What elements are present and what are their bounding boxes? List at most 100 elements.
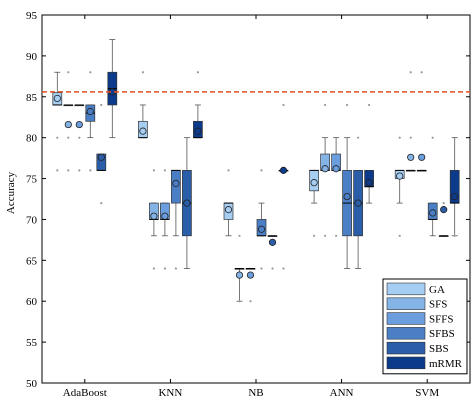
outlier-point — [442, 201, 445, 205]
box-GA-NB — [223, 169, 234, 237]
y-tick-label: 75 — [26, 174, 38, 186]
mean-marker — [257, 225, 266, 233]
mean-marker — [429, 209, 437, 217]
y-tick-label: 60 — [26, 296, 38, 308]
outlier-point — [78, 169, 81, 172]
x-tick-label: KNN — [158, 387, 182, 396]
box-SFBS-SVM — [427, 136, 438, 237]
mean-marker — [354, 199, 362, 207]
legend-swatch-SFBS — [386, 327, 426, 340]
legend-label-GA: GA — [429, 284, 445, 296]
y-tick-label: 80 — [26, 133, 38, 145]
mean-marker — [418, 153, 426, 161]
legend-label-mRMR: mRMR — [429, 358, 463, 370]
mean-marker — [246, 271, 255, 279]
box-SFFS-AdaBoost — [74, 104, 85, 172]
outlier-point — [238, 234, 241, 237]
outlier-point — [67, 71, 70, 74]
outlier-point — [453, 234, 456, 237]
outlier-point — [346, 103, 349, 107]
outlier-point — [324, 103, 327, 107]
outlier-point — [260, 267, 263, 270]
outlier-point — [420, 71, 423, 74]
box-SFS-ANN — [320, 103, 330, 237]
box-GA-KNN — [138, 71, 148, 139]
outlier-point — [100, 103, 103, 107]
outlier-point — [141, 71, 144, 74]
outlier-point — [56, 136, 59, 139]
outlier-point — [431, 136, 434, 139]
outlier-point — [152, 169, 155, 172]
box-mRMR-SVM — [449, 137, 460, 237]
mean-marker — [161, 212, 169, 220]
outlier-point — [100, 201, 103, 205]
box-SFFS-KNN — [160, 169, 170, 270]
legend-label-SFS: SFS — [429, 299, 447, 311]
box-SFS-AdaBoost — [63, 71, 74, 172]
mean-marker — [365, 179, 373, 187]
box-mRMR-AdaBoost — [107, 39, 118, 139]
outlier-point — [67, 136, 70, 139]
mean-marker — [451, 192, 459, 201]
box-GA-ANN — [309, 169, 319, 237]
box-mRMR-KNN — [193, 71, 203, 139]
mean-marker — [396, 172, 404, 180]
x-tick-label: ANN — [330, 387, 354, 396]
plot-area: 50 55 60 65 70 75 80 85 90 95 AdaBoost KNN NB ANN SVM — [26, 10, 471, 396]
legend-label-SFBS: SFBS — [429, 328, 455, 340]
outlier-point — [357, 136, 360, 139]
outlier-point — [78, 136, 81, 139]
mean-marker — [86, 107, 94, 116]
mean-marker — [97, 153, 105, 161]
box-mRMR-ANN — [364, 103, 374, 204]
box-SBS-SVM — [438, 201, 449, 237]
box-GA-SVM — [394, 136, 405, 237]
outlier-point — [227, 169, 230, 172]
outlier-point — [282, 267, 285, 270]
mean-marker — [53, 94, 61, 103]
legend: GA SFS SFFS SFBS SBS mRMR — [382, 278, 468, 375]
outlier-point — [282, 103, 285, 107]
box-SFBS-AdaBoost — [85, 71, 96, 172]
outlier-point — [249, 300, 252, 303]
box-SFFS-NB — [245, 268, 256, 303]
box-SFFS-SVM — [416, 71, 427, 172]
mean-marker — [310, 179, 318, 187]
outlier-point — [238, 300, 241, 303]
y-tick-label: 90 — [26, 51, 38, 63]
mean-marker — [139, 127, 147, 135]
mean-marker — [224, 206, 233, 214]
box-GA-AdaBoost — [52, 71, 63, 172]
box-SBS-ANN — [353, 136, 363, 269]
box-SBS-KNN — [182, 137, 192, 269]
mean-marker — [194, 127, 202, 135]
legend-swatch-SBS — [386, 341, 426, 355]
outlier-point — [163, 169, 166, 172]
mean-marker — [183, 199, 191, 207]
legend-swatch-SFFS — [386, 312, 426, 325]
mean-marker — [321, 165, 329, 173]
mean-marker — [343, 192, 351, 201]
y-tick-label: 95 — [26, 10, 38, 22]
mean-marker — [64, 120, 72, 129]
mean-marker — [268, 238, 277, 246]
legend-label-SBS: SBS — [429, 343, 449, 355]
outlier-point — [56, 169, 59, 172]
outlier-point — [324, 234, 327, 237]
outlier-point — [409, 136, 412, 139]
box-SBS-AdaBoost — [96, 103, 107, 205]
legend-swatch-SFS — [386, 297, 426, 310]
mean-marker — [440, 206, 448, 214]
outlier-point — [409, 71, 412, 74]
mean-marker — [407, 153, 415, 161]
outlier-point — [163, 267, 166, 270]
y-axis-label: Accuracy — [5, 171, 17, 214]
outlier-point — [271, 267, 274, 270]
y-tick-label: 85 — [26, 92, 38, 104]
mean-marker — [172, 179, 180, 188]
x-tick-label: NB — [248, 387, 263, 396]
legend-swatch-mRMR — [386, 356, 426, 370]
mean-marker — [332, 165, 340, 173]
box-SFFS-ANN — [331, 137, 341, 237]
